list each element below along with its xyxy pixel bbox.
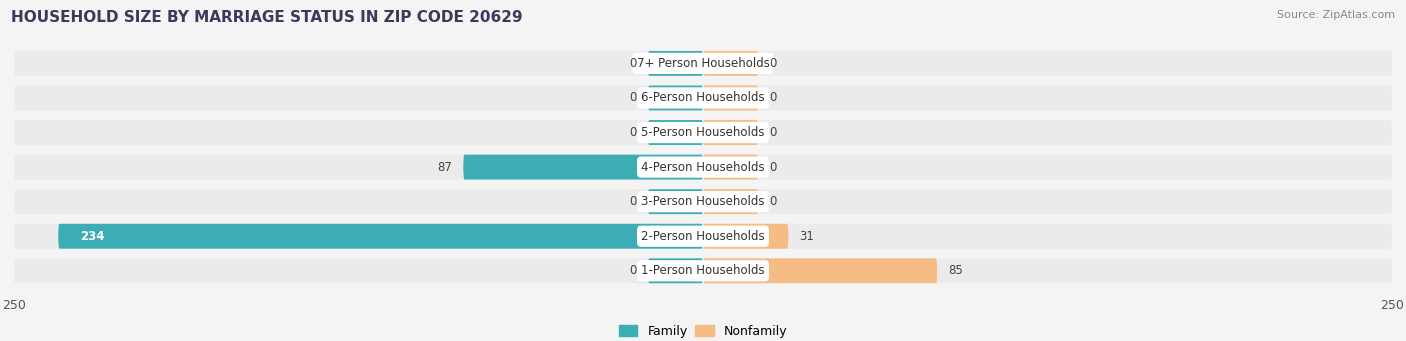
FancyBboxPatch shape xyxy=(703,155,758,179)
Text: 7+ Person Households: 7+ Person Households xyxy=(637,57,769,70)
FancyBboxPatch shape xyxy=(463,155,703,179)
FancyBboxPatch shape xyxy=(648,120,703,145)
Text: 234: 234 xyxy=(80,230,104,243)
Text: 0: 0 xyxy=(630,195,637,208)
Text: 0: 0 xyxy=(630,126,637,139)
Legend: Family, Nonfamily: Family, Nonfamily xyxy=(613,320,793,341)
FancyBboxPatch shape xyxy=(703,224,789,249)
FancyBboxPatch shape xyxy=(703,86,758,110)
Text: 4-Person Households: 4-Person Households xyxy=(641,161,765,174)
FancyBboxPatch shape xyxy=(14,86,1392,110)
Text: 0: 0 xyxy=(630,57,637,70)
Text: 0: 0 xyxy=(769,126,776,139)
FancyBboxPatch shape xyxy=(648,51,703,76)
FancyBboxPatch shape xyxy=(648,258,703,283)
Text: 87: 87 xyxy=(437,161,453,174)
Text: 2-Person Households: 2-Person Households xyxy=(641,230,765,243)
FancyBboxPatch shape xyxy=(14,189,1392,214)
FancyBboxPatch shape xyxy=(703,120,758,145)
FancyBboxPatch shape xyxy=(58,224,703,249)
Text: Source: ZipAtlas.com: Source: ZipAtlas.com xyxy=(1277,10,1395,20)
FancyBboxPatch shape xyxy=(648,86,703,110)
Text: 0: 0 xyxy=(630,264,637,277)
Text: 0: 0 xyxy=(769,57,776,70)
Text: 3-Person Households: 3-Person Households xyxy=(641,195,765,208)
FancyBboxPatch shape xyxy=(703,51,758,76)
Text: 1-Person Households: 1-Person Households xyxy=(641,264,765,277)
Text: 0: 0 xyxy=(769,91,776,104)
Text: 0: 0 xyxy=(630,91,637,104)
Text: 0: 0 xyxy=(769,195,776,208)
Text: HOUSEHOLD SIZE BY MARRIAGE STATUS IN ZIP CODE 20629: HOUSEHOLD SIZE BY MARRIAGE STATUS IN ZIP… xyxy=(11,10,523,25)
Text: 31: 31 xyxy=(800,230,814,243)
FancyBboxPatch shape xyxy=(14,155,1392,179)
FancyBboxPatch shape xyxy=(703,189,758,214)
FancyBboxPatch shape xyxy=(648,189,703,214)
Text: 85: 85 xyxy=(948,264,963,277)
Text: 5-Person Households: 5-Person Households xyxy=(641,126,765,139)
Text: 6-Person Households: 6-Person Households xyxy=(641,91,765,104)
Text: 0: 0 xyxy=(769,161,776,174)
FancyBboxPatch shape xyxy=(14,120,1392,145)
FancyBboxPatch shape xyxy=(14,51,1392,76)
FancyBboxPatch shape xyxy=(14,224,1392,249)
FancyBboxPatch shape xyxy=(703,258,938,283)
FancyBboxPatch shape xyxy=(14,258,1392,283)
